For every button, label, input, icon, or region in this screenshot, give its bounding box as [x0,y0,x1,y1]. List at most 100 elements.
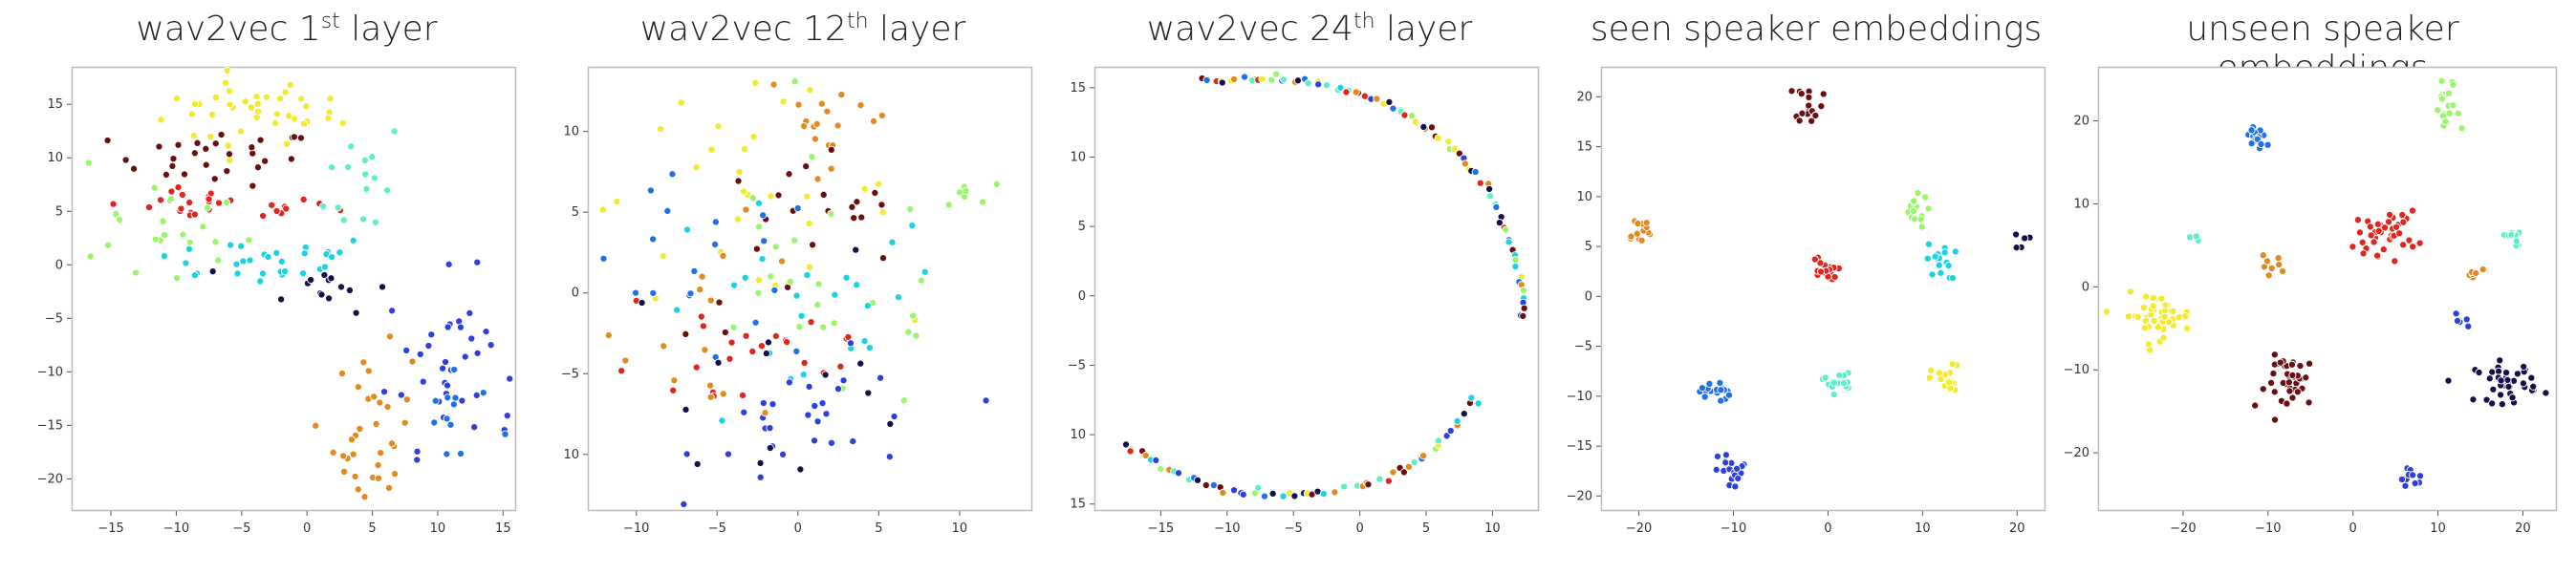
data-point [706,296,715,305]
data-point [2434,106,2442,115]
data-point [833,385,842,393]
data-point [1716,378,1724,387]
data-point [130,164,139,173]
data-point [177,204,185,213]
data-point [1914,188,1922,198]
data-point [2512,237,2521,245]
data-point [2141,316,2151,325]
data-point [1519,287,1528,295]
data-point [1427,123,1437,132]
data-point [682,225,692,234]
data-point [2472,269,2480,278]
data-point [439,364,447,372]
data-point [206,132,215,141]
data-point [262,93,271,101]
data-point [1267,75,1276,84]
data-point [785,378,793,387]
data-point [343,163,353,172]
data-point [214,256,223,265]
data-point [1819,90,1828,98]
data-point [2497,391,2505,399]
data-point [166,195,175,203]
data-point [246,256,254,265]
data-point [319,202,328,211]
data-point [324,114,333,122]
data-point [917,276,925,285]
data-point [2285,387,2294,395]
y-tick-label: 0 [1078,289,1086,304]
data-point [190,271,199,280]
data-point [2453,316,2462,325]
data-point [413,456,422,464]
chart-title: seen speaker embeddings [1587,10,2046,49]
points [84,66,514,501]
data-point [693,459,702,468]
data-point [807,318,815,327]
data-point [1511,262,1520,271]
data-point [2293,388,2302,396]
data-point [2488,368,2497,376]
scatter-panel-3: wav2vec 24th layer −15 −10 −5 0 5 10 15 10 5 0 −5 10… [1068,0,1540,574]
data-point [800,122,809,131]
data-point [680,500,688,509]
data-point [631,288,640,297]
data-point [286,80,294,89]
data-point [669,386,678,394]
data-point [299,119,309,128]
data-point [742,331,750,340]
data-point [282,139,291,148]
data-point [944,201,953,209]
data-point [2140,324,2149,332]
data-point [1209,480,1218,490]
data-point [297,95,306,103]
data-point [456,449,465,458]
data-point [374,460,382,470]
scatter-plot: −15 −10 −5 0 5 10 15 10 5 0 −5 10 15 [1068,66,1540,536]
x-tick-label: 0 [303,521,311,536]
x-tick-label: 10 [1915,521,1931,536]
data-point [1951,247,1959,256]
x-tick-label: 0 [1355,521,1363,536]
data-point [253,99,262,108]
data-point [2270,351,2279,359]
data-point [2373,251,2382,260]
data-point [112,210,120,219]
data-point [1520,304,1528,312]
y-tick-label: −20 [37,472,63,486]
chart-title: wav2vec 12th layer [574,10,1032,49]
data-point [2415,239,2424,247]
data-point [2283,399,2291,408]
y-tick-label: 5 [1078,220,1086,234]
data-point [2139,303,2149,312]
scatter-plot: −20 −10 0 10 20 20 15 10 5 0 −5 −10 −15 −20 [1567,66,2046,536]
data-point [1698,384,1706,393]
data-point [670,376,679,385]
data-point [1279,492,1288,500]
x-tick-label: −5 [232,521,250,536]
data-point [1219,488,1227,497]
data-point [774,191,783,200]
data-point [103,136,112,145]
data-point [210,175,219,183]
data-point [2262,257,2272,266]
data-point [1721,451,1730,459]
data-point [2437,76,2446,85]
data-point [1419,122,1428,131]
data-point [2405,236,2414,244]
data-point [673,306,682,314]
data-point [827,209,835,218]
data-point [347,436,357,444]
data-point [354,383,362,392]
data-point [2391,257,2399,266]
data-point [814,280,823,288]
data-point [384,483,394,492]
data-point [473,258,482,266]
y-tick-label: 0 [572,287,579,301]
data-point [1717,396,1725,405]
x-tick-label: 10 [1484,521,1501,536]
data-point [391,470,400,478]
data-point [482,328,490,336]
data-point [2462,315,2471,324]
data-point [783,338,791,347]
data-point [84,159,93,167]
